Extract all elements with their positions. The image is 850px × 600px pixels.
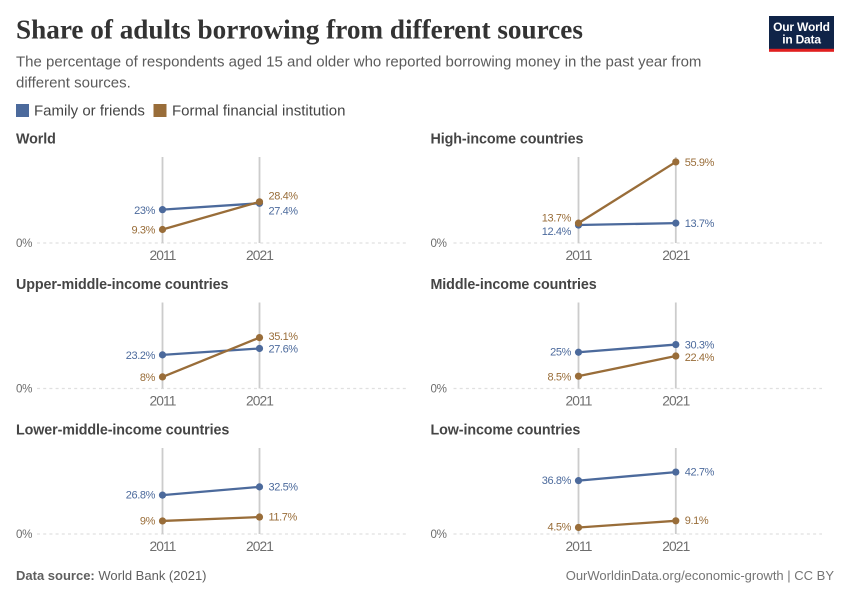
svg-text:High-income countries: High-income countries <box>431 132 584 148</box>
svg-text:Family or friends: Family or friends <box>34 103 145 120</box>
svg-text:2021: 2021 <box>662 248 689 263</box>
svg-text:The percentage of respondents: The percentage of respondents aged 15 an… <box>16 54 701 71</box>
svg-text:2011: 2011 <box>565 394 591 409</box>
svg-text:in Data: in Data <box>782 33 821 47</box>
svg-text:Lower-middle-income countries: Lower-middle-income countries <box>16 423 229 439</box>
svg-text:2011: 2011 <box>565 248 591 263</box>
svg-text:2021: 2021 <box>662 539 689 554</box>
svg-text:different sources.: different sources. <box>16 75 131 92</box>
svg-text:Data source: World Bank (2021): Data source: World Bank (2021) <box>16 568 207 583</box>
svg-text:9%: 9% <box>140 515 156 527</box>
svg-text:12.4%: 12.4% <box>542 226 572 238</box>
svg-text:OurWorldinData.org/economic-gr: OurWorldinData.org/economic-growth | CC … <box>566 568 835 583</box>
svg-text:2021: 2021 <box>246 248 273 263</box>
svg-text:23.2%: 23.2% <box>126 350 156 362</box>
svg-text:8.5%: 8.5% <box>548 371 572 383</box>
svg-text:2021: 2021 <box>662 394 689 409</box>
svg-text:42.7%: 42.7% <box>685 466 715 478</box>
svg-text:4.5%: 4.5% <box>548 521 572 533</box>
svg-text:Middle-income countries: Middle-income countries <box>431 277 597 293</box>
svg-text:13.7%: 13.7% <box>542 212 572 224</box>
svg-text:11.7%: 11.7% <box>269 511 298 523</box>
svg-text:36.8%: 36.8% <box>542 475 572 487</box>
svg-text:22.4%: 22.4% <box>685 352 715 364</box>
svg-text:25%: 25% <box>550 346 571 358</box>
svg-text:28.4%: 28.4% <box>269 190 299 202</box>
svg-text:2011: 2011 <box>149 394 175 409</box>
svg-text:2011: 2011 <box>149 248 175 263</box>
svg-text:0%: 0% <box>16 237 32 250</box>
svg-text:2011: 2011 <box>149 539 175 554</box>
svg-text:Our World: Our World <box>773 20 830 34</box>
svg-text:0%: 0% <box>16 383 32 396</box>
svg-text:9.1%: 9.1% <box>685 515 709 527</box>
svg-text:13.7%: 13.7% <box>685 218 715 230</box>
svg-text:Formal financial institution: Formal financial institution <box>172 103 345 120</box>
svg-text:0%: 0% <box>16 528 32 541</box>
svg-text:23%: 23% <box>134 205 155 217</box>
svg-text:2011: 2011 <box>565 539 591 554</box>
svg-text:0%: 0% <box>431 237 447 250</box>
svg-text:Share of adults borrowing from: Share of adults borrowing from different… <box>16 15 583 45</box>
svg-text:27.6%: 27.6% <box>269 344 299 356</box>
svg-text:9.3%: 9.3% <box>132 224 156 236</box>
svg-text:30.3%: 30.3% <box>685 339 715 351</box>
svg-text:2021: 2021 <box>246 539 273 554</box>
svg-text:0%: 0% <box>431 528 447 541</box>
svg-text:0%: 0% <box>431 383 447 396</box>
svg-text:World: World <box>16 132 56 148</box>
svg-text:32.5%: 32.5% <box>269 481 299 493</box>
svg-text:Low-income countries: Low-income countries <box>431 423 581 439</box>
svg-text:27.4%: 27.4% <box>269 205 299 217</box>
svg-text:55.9%: 55.9% <box>685 157 715 169</box>
svg-text:8%: 8% <box>140 372 156 384</box>
svg-text:2021: 2021 <box>246 394 273 409</box>
svg-text:26.8%: 26.8% <box>126 489 156 501</box>
svg-text:Upper-middle-income countries: Upper-middle-income countries <box>16 277 229 293</box>
svg-text:35.1%: 35.1% <box>269 331 299 343</box>
